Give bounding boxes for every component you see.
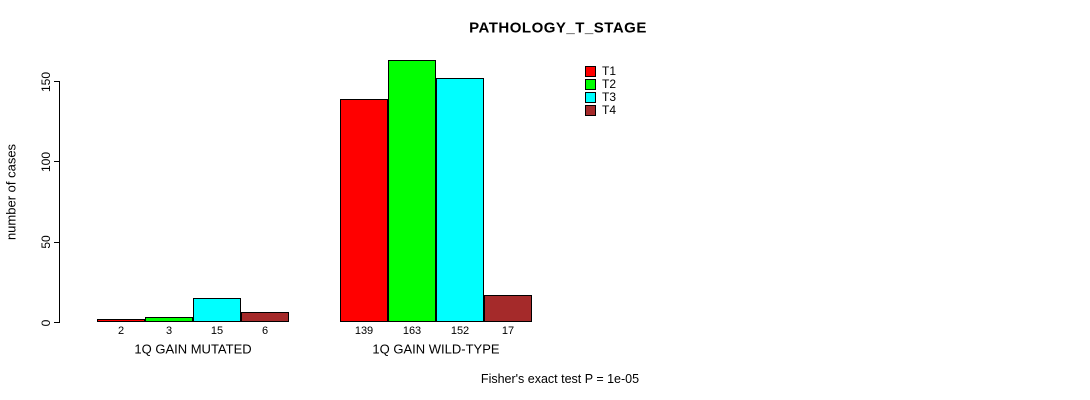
bar-value-label: 163	[402, 325, 422, 337]
bar-value-label: 2	[117, 325, 125, 337]
y-tick-label: 50	[39, 235, 53, 249]
y-tick-label: 0	[39, 319, 53, 326]
y-tick	[54, 81, 59, 82]
legend-label: T2	[602, 77, 617, 91]
legend-swatch-t2	[585, 79, 596, 90]
bar-value-label: 152	[450, 325, 470, 337]
footer-stat-note: Fisher's exact test P = 1e-05	[480, 372, 640, 386]
group-label: 1Q GAIN MUTATED	[134, 341, 252, 357]
bar-t4-2	[484, 295, 532, 322]
bar-t1-1	[97, 319, 145, 322]
legend-item-t1: T1	[585, 65, 616, 78]
legend-item-t2: T2	[585, 78, 616, 91]
legend-item-t4: T4	[585, 104, 616, 117]
legend-swatch-t4	[585, 105, 596, 116]
bar-t2-2	[388, 60, 436, 322]
bar-value-label: 15	[210, 325, 224, 337]
legend-label: T3	[602, 90, 617, 104]
bar-t2-1	[145, 317, 193, 322]
chart-title: PATHOLOGY_T_STAGE	[469, 19, 647, 37]
bar-t3-1	[193, 298, 241, 322]
legend-label: T1	[602, 64, 617, 78]
y-axis	[59, 81, 60, 323]
bar-value-label: 17	[501, 325, 515, 337]
y-tick	[54, 161, 59, 163]
bar-value-label: 3	[165, 325, 173, 337]
y-tick-label: 150	[39, 71, 53, 92]
legend-item-t3: T3	[585, 91, 616, 104]
bar-t4-1	[241, 312, 289, 322]
group-label: 1Q GAIN WILD-TYPE	[372, 341, 500, 357]
legend-swatch-t1	[585, 66, 596, 77]
bar-value-label: 6	[261, 325, 269, 337]
bar-t1-2	[340, 99, 388, 322]
bar-t3-2	[436, 78, 484, 322]
bar-value-label: 139	[354, 325, 374, 337]
legend-swatch-t3	[585, 92, 596, 103]
legend: T1 T2 T3 T4	[585, 65, 616, 117]
y-tick-label: 100	[39, 151, 53, 172]
y-tick	[54, 322, 59, 323]
legend-label: T4	[602, 103, 617, 117]
y-tick	[54, 241, 59, 243]
